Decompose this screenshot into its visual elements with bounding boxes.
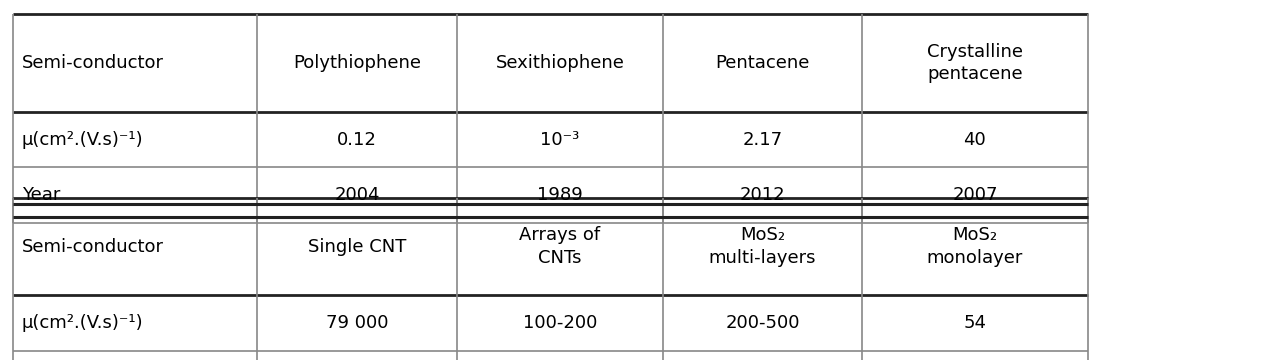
Text: Crystalline
pentacene: Crystalline pentacene: [927, 43, 1023, 83]
Text: 10⁻³: 10⁻³: [541, 131, 579, 149]
Text: MoS₂
monolayer: MoS₂ monolayer: [927, 226, 1023, 267]
Text: 79 000: 79 000: [326, 314, 389, 332]
Text: MoS₂
multi-layers: MoS₂ multi-layers: [709, 226, 816, 267]
Text: 100-200: 100-200: [523, 314, 597, 332]
Text: Arrays of
CNTs: Arrays of CNTs: [519, 226, 601, 267]
Text: 2004: 2004: [335, 186, 380, 204]
Text: Single CNT: Single CNT: [308, 238, 407, 256]
Text: 200-500: 200-500: [726, 314, 799, 332]
Text: 40: 40: [964, 131, 986, 149]
Text: μ(cm².(V.s)⁻¹): μ(cm².(V.s)⁻¹): [22, 314, 144, 332]
Text: Semi-conductor: Semi-conductor: [22, 238, 163, 256]
Text: μ(cm².(V.s)⁻¹): μ(cm².(V.s)⁻¹): [22, 131, 144, 149]
Text: Sexithiophene: Sexithiophene: [495, 54, 624, 72]
Text: Pentacene: Pentacene: [716, 54, 810, 72]
Text: Year: Year: [22, 186, 60, 204]
Text: Polythiophene: Polythiophene: [293, 54, 421, 72]
Text: 2007: 2007: [952, 186, 997, 204]
Text: 2.17: 2.17: [743, 131, 782, 149]
Text: 54: 54: [964, 314, 986, 332]
Text: 2012: 2012: [740, 186, 785, 204]
Text: 0.12: 0.12: [337, 131, 377, 149]
Text: Semi-conductor: Semi-conductor: [22, 54, 163, 72]
Text: 1989: 1989: [537, 186, 583, 204]
